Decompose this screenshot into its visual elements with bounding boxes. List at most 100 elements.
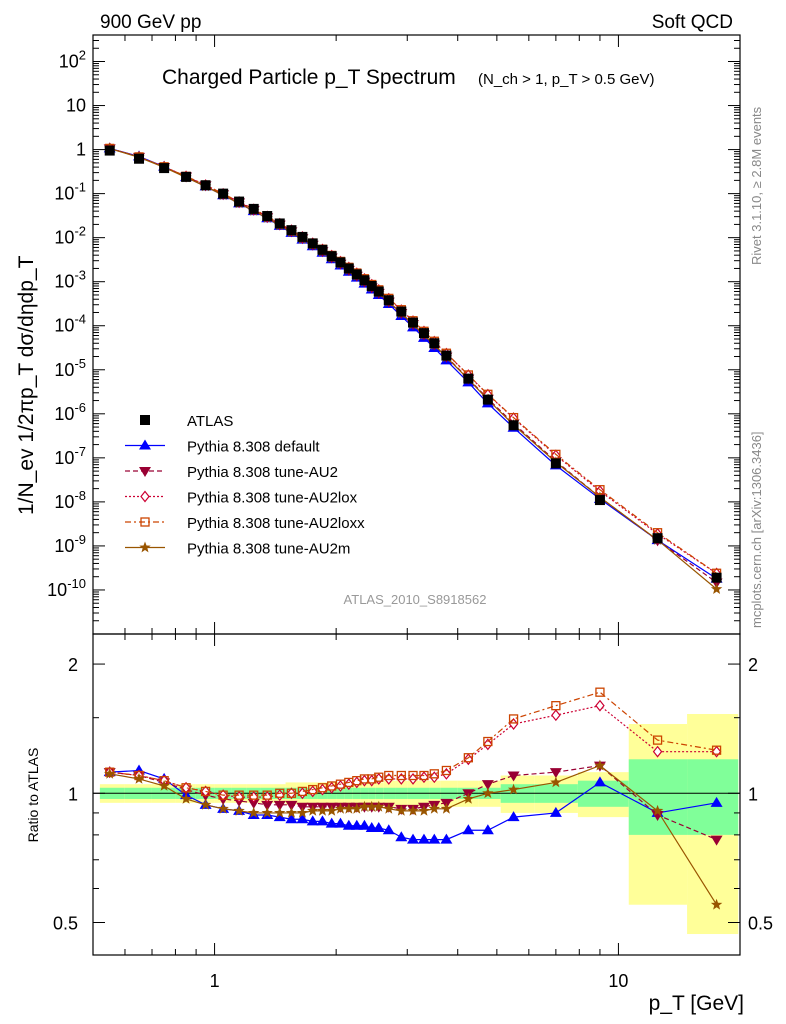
ratio-point bbox=[181, 781, 191, 794]
atlas-point bbox=[248, 203, 259, 214]
atlas-point bbox=[317, 244, 328, 255]
legend-marker bbox=[139, 541, 151, 553]
ratio-point bbox=[396, 770, 406, 781]
atlas-point bbox=[711, 572, 722, 583]
y-tick-label: 10 bbox=[66, 96, 86, 116]
ratio-point bbox=[247, 798, 260, 809]
ratio-point bbox=[483, 736, 493, 747]
y-axis-label: 1/N_ev 1/2πp_T dσ/dηdp_T bbox=[15, 255, 38, 515]
ratio-point bbox=[483, 738, 493, 751]
atlas-point bbox=[463, 373, 474, 384]
ratio-point bbox=[234, 790, 244, 800]
atlas-point bbox=[234, 196, 245, 207]
ratio-point bbox=[374, 772, 384, 782]
legend-label: Pythia 8.308 default bbox=[187, 439, 320, 456]
ratio-point bbox=[261, 806, 273, 818]
ratio-point bbox=[200, 786, 211, 797]
y-tick-label: 10-2 bbox=[54, 224, 86, 248]
ratio-point bbox=[383, 802, 395, 814]
ratio-point bbox=[285, 800, 298, 811]
atlas-point bbox=[181, 171, 192, 182]
ratio-point bbox=[316, 804, 329, 816]
series-line-upper bbox=[109, 147, 717, 574]
ratio-tick-label: 2 bbox=[68, 655, 78, 675]
legend-marker bbox=[140, 490, 150, 503]
atlas-point bbox=[262, 211, 273, 222]
ratio-point bbox=[441, 765, 452, 776]
x-axis-label: p_T [GeV] bbox=[649, 992, 744, 1015]
ratio-point bbox=[307, 804, 319, 816]
ratio-point bbox=[418, 804, 430, 816]
atlas-point bbox=[550, 458, 561, 469]
ratio-point bbox=[158, 780, 170, 791]
ratio-point bbox=[181, 783, 191, 793]
ratio-point bbox=[419, 770, 429, 781]
ratio-point bbox=[508, 718, 519, 730]
series-line-ratio bbox=[109, 691, 717, 796]
atlas-point bbox=[652, 533, 663, 544]
ratio-point bbox=[463, 753, 474, 766]
series-line-upper bbox=[109, 147, 717, 574]
atlas-point bbox=[396, 306, 407, 317]
ratio-point bbox=[262, 790, 272, 800]
ratio-point bbox=[306, 815, 319, 826]
atlas-point bbox=[200, 180, 211, 191]
ratio-point bbox=[595, 699, 605, 712]
y-tick-label: 10-1 bbox=[54, 180, 86, 204]
atlas-point bbox=[159, 163, 170, 174]
atlas-point bbox=[383, 295, 394, 306]
ratio-point bbox=[372, 822, 385, 833]
ratio-tick-label: 0.5 bbox=[748, 913, 773, 933]
ratio-point bbox=[382, 824, 395, 835]
atlas-point bbox=[373, 286, 384, 297]
ratio-point bbox=[274, 806, 286, 818]
atlas-point bbox=[508, 420, 519, 431]
ratio-frame bbox=[92, 633, 741, 956]
ratio-point bbox=[508, 714, 519, 724]
ratio-point bbox=[249, 790, 259, 800]
atlas-point bbox=[326, 251, 337, 262]
ratio-point bbox=[408, 770, 418, 781]
ratio-point bbox=[440, 802, 453, 814]
ratio-point bbox=[429, 769, 439, 779]
ratio-point bbox=[507, 783, 520, 795]
ratio-point bbox=[652, 735, 663, 745]
ratio-point bbox=[549, 806, 562, 817]
ratio-point bbox=[359, 774, 370, 784]
series-line-ratio bbox=[109, 764, 717, 841]
ratio-point bbox=[180, 793, 192, 804]
ratio-point bbox=[710, 898, 723, 910]
ratio-point bbox=[334, 817, 347, 828]
ratio-point bbox=[594, 759, 606, 771]
ratio-point bbox=[481, 780, 494, 791]
ratio-point bbox=[417, 833, 430, 844]
ratio-point bbox=[275, 788, 285, 798]
atlas-point bbox=[594, 495, 605, 506]
ratio-point bbox=[507, 771, 520, 782]
ratio-point bbox=[343, 802, 355, 814]
ratio-point bbox=[350, 819, 363, 830]
ratio-point bbox=[428, 833, 441, 844]
ratio-point bbox=[297, 786, 308, 797]
ratio-point bbox=[285, 813, 298, 824]
ratio-point bbox=[710, 835, 723, 846]
y-tick-label: 10-8 bbox=[54, 488, 86, 512]
atlas-point bbox=[351, 269, 362, 280]
ratio-point bbox=[286, 788, 297, 798]
atlas-point bbox=[418, 328, 429, 339]
atlas-point bbox=[343, 263, 354, 274]
ratio-point bbox=[317, 783, 328, 793]
series-line-ratio bbox=[109, 705, 717, 798]
atlas-point bbox=[134, 153, 145, 164]
ratio-point bbox=[595, 687, 605, 697]
ratio-point bbox=[481, 824, 494, 835]
ratio-point bbox=[273, 800, 286, 811]
atlas-point bbox=[286, 225, 297, 236]
side-label-upper: Rivet 3.1.10, ≥ 2.8M events bbox=[749, 106, 764, 265]
ratio-point bbox=[285, 806, 298, 818]
header-left: 900 GeV pp bbox=[100, 12, 201, 33]
legend-label: Pythia 8.308 tune-AU2loxx bbox=[187, 515, 365, 532]
ratio-tick-label: 1 bbox=[68, 784, 78, 804]
legend-marker bbox=[139, 439, 151, 450]
